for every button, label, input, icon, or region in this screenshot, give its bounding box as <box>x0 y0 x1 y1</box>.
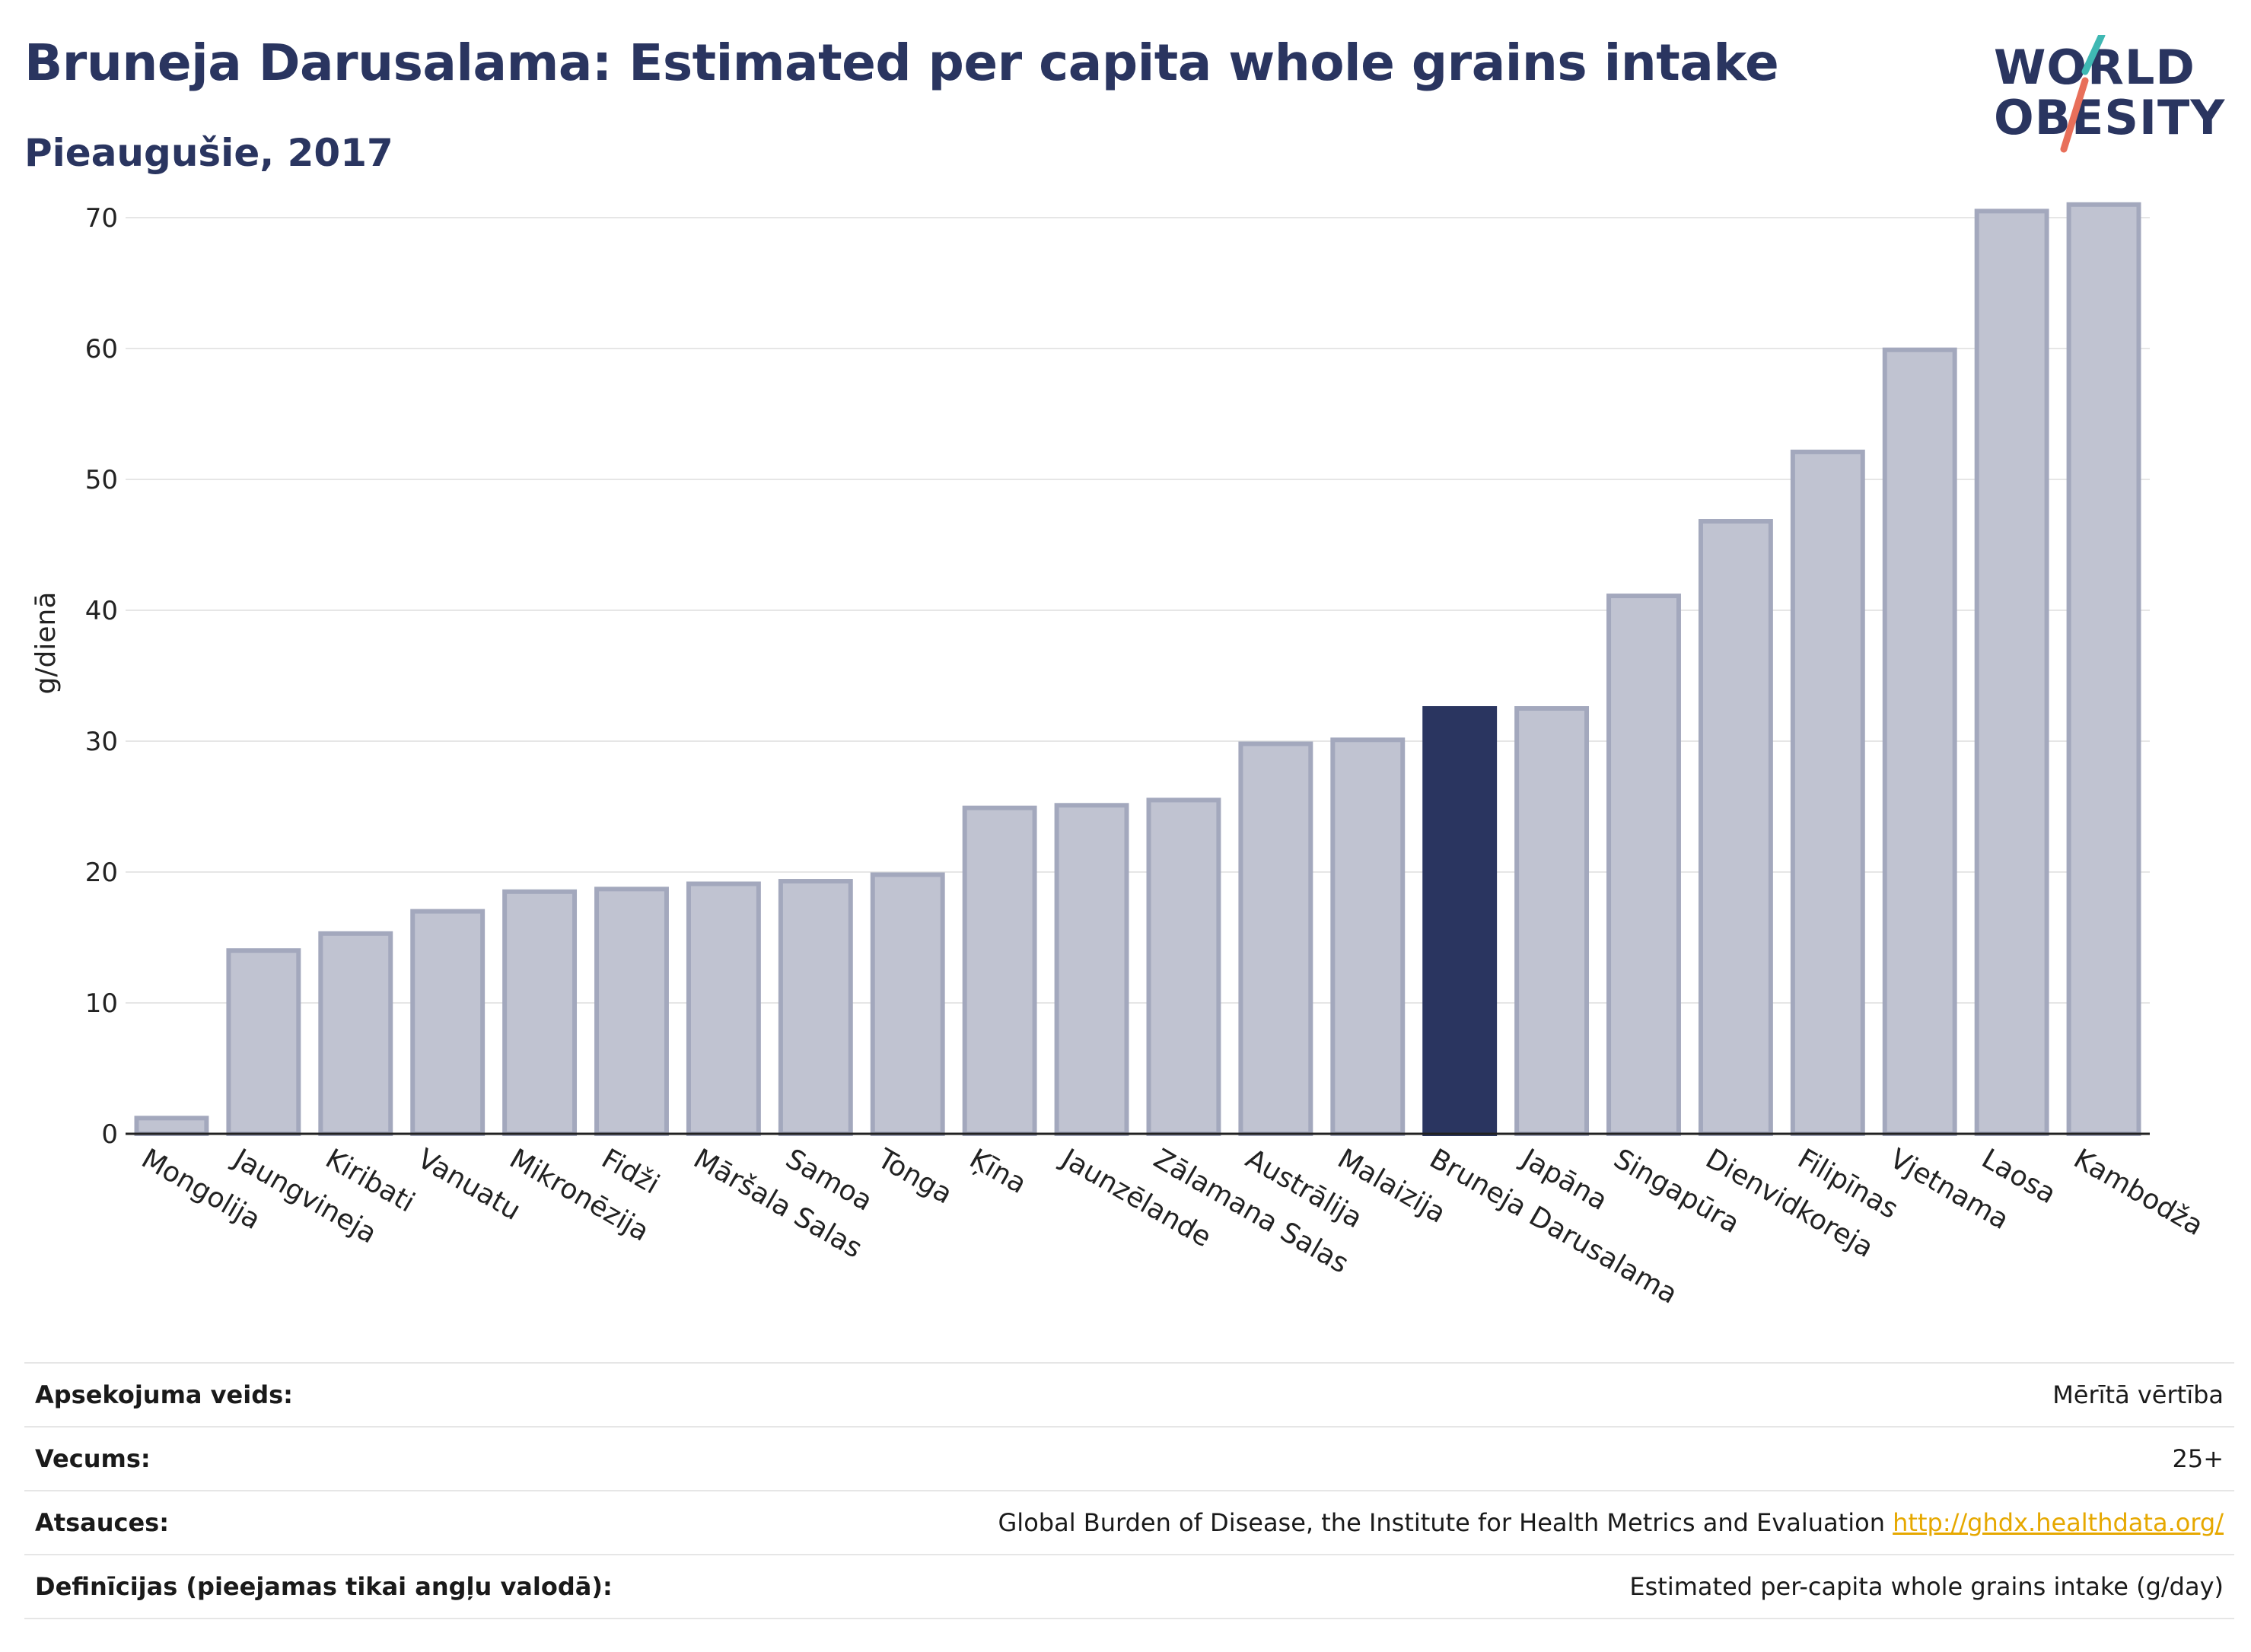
y-tick-label: 30 <box>85 727 118 757</box>
logo-line-2: OBESITY <box>1994 90 2226 145</box>
bar-highlighted <box>1422 706 1498 1136</box>
bar <box>1698 519 1773 1136</box>
bar <box>1790 449 1865 1136</box>
bar <box>1514 706 1590 1136</box>
world-obesity-logo: WORLD OBESITY <box>1994 35 2237 164</box>
bar <box>1882 347 1957 1137</box>
bar <box>962 805 1037 1136</box>
bar <box>1054 803 1129 1137</box>
bar <box>1974 208 2049 1136</box>
y-tick-labels: 0 10 20 30 40 50 60 70 <box>85 203 118 1150</box>
bar <box>1146 797 1221 1137</box>
info-key: Definīcijas (pieejamas tikai angļu valod… <box>35 1572 613 1601</box>
bar <box>502 889 578 1137</box>
category-label: Ķīna <box>964 1143 1031 1200</box>
bar <box>318 931 393 1136</box>
y-axis-label: g/dienā <box>30 592 62 695</box>
bar <box>2066 202 2141 1136</box>
info-value: 25+ <box>2172 1444 2224 1473</box>
info-row-age: Vecums: 25+ <box>24 1426 2234 1490</box>
bar <box>1238 741 1313 1136</box>
y-tick-label: 50 <box>85 465 118 495</box>
category-label: Kambodža <box>2068 1143 2208 1242</box>
reference-text: Global Burden of Disease, the Institute … <box>998 1508 1885 1537</box>
bar-chart: 0 10 20 30 40 50 60 70 MongolijaJaungvinejaKiri… <box>30 202 2208 1310</box>
bar <box>594 886 669 1136</box>
bar <box>410 909 486 1136</box>
bar <box>1606 594 1681 1136</box>
y-tick-label: 70 <box>85 203 118 234</box>
reference-link[interactable]: http://ghdx.healthdata.org/ <box>1893 1508 2224 1537</box>
bar <box>686 881 761 1136</box>
category-label: Fidži <box>597 1143 665 1200</box>
y-tick-label: 60 <box>85 334 118 364</box>
info-value: Estimated per-capita whole grains intake… <box>1629 1572 2224 1601</box>
logo-slash-icon <box>2060 35 2106 153</box>
info-value: Mērītā vērtība <box>2052 1380 2224 1409</box>
category-labels: MongolijaJaungvinejaKiribatiVanuatuMikro… <box>136 1142 2208 1310</box>
info-row-definitions: Definīcijas (pieejamas tikai angļu valod… <box>24 1554 2234 1619</box>
info-row-references: Atsauces: Global Burden of Disease, the … <box>24 1490 2234 1554</box>
info-key: Vecums: <box>35 1444 151 1473</box>
y-tick-label: 20 <box>85 858 118 888</box>
y-tick-label: 0 <box>101 1119 118 1150</box>
info-key: Apsekojuma veids: <box>35 1380 293 1409</box>
bar <box>778 879 853 1137</box>
chart-title: Bruneja Darusalama: Estimated per capita… <box>24 33 1779 92</box>
bar <box>870 872 945 1136</box>
bar <box>134 1116 209 1136</box>
info-value: Global Burden of Disease, the Institute … <box>998 1508 2235 1537</box>
category-label: Tonga <box>871 1143 957 1211</box>
bar <box>1330 737 1406 1136</box>
chart-subtitle: Pieaugušie, 2017 <box>24 131 393 175</box>
info-table: Apsekojuma veids: Mērītā vērtība Vecums:… <box>24 1362 2234 1619</box>
bar <box>226 948 301 1136</box>
y-tick-label: 10 <box>85 988 118 1019</box>
info-key: Atsauces: <box>35 1508 169 1537</box>
bars <box>134 202 2141 1137</box>
info-row-survey-type: Apsekojuma veids: Mērītā vērtība <box>24 1362 2234 1426</box>
category-label: Vanuatu <box>412 1143 526 1227</box>
y-tick-label: 40 <box>85 596 118 626</box>
